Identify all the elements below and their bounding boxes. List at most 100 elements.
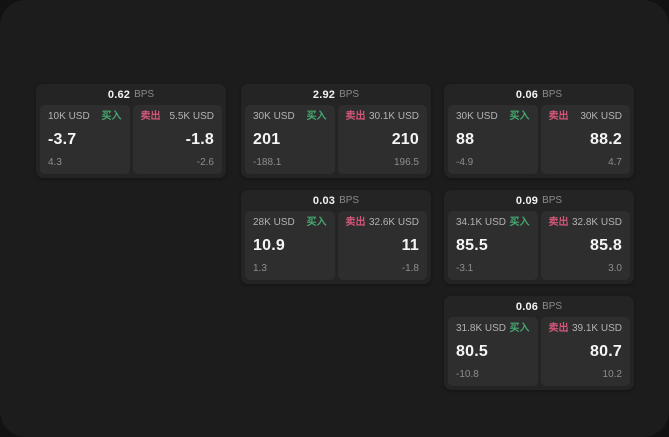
bps-value: 0.03 — [312, 194, 336, 207]
sell-price-value: 11 — [401, 237, 419, 254]
buy-meta-row: 28K USD 买入 — [253, 218, 327, 228]
sell-amount-label: 32.8K USD — [571, 217, 622, 228]
sell-price-value: -1.8 — [185, 131, 214, 148]
bps-unit-label: BPS — [542, 195, 563, 206]
buy-quote-tile[interactable]: 10K USD 买入 -3.7 4.3 — [40, 105, 130, 174]
sell-amount-label: 5.5K USD — [169, 111, 214, 122]
quote-card: 2.92 BPS 30K USD 买入 201 -188.1 卖出 30.1K … — [241, 84, 431, 178]
bps-unit-label: BPS — [134, 89, 155, 100]
buy-delta-value: 4.3 — [48, 157, 62, 168]
bps-unit-label: BPS — [542, 89, 563, 100]
sell-delta-value: 10.2 — [602, 369, 622, 380]
bps-unit-label: BPS — [542, 301, 563, 312]
sell-side-label: 卖出 — [548, 111, 569, 122]
bps-unit-label: BPS — [339, 195, 360, 206]
sell-amount-label: 30.1K USD — [368, 111, 419, 122]
buy-amount-label: 28K USD — [253, 217, 295, 228]
buy-side-label: 买入 — [101, 111, 122, 122]
quote-card-body: 30K USD 买入 201 -188.1 卖出 30.1K USD 210 1… — [241, 105, 431, 174]
buy-price-value: 85.5 — [456, 237, 488, 254]
quote-card: 0.06 BPS 30K USD 买入 88 -4.9 卖出 30K USD 8… — [444, 84, 634, 178]
sell-amount-label: 39.1K USD — [571, 323, 622, 334]
sell-quote-tile[interactable]: 卖出 30.1K USD 210 196.5 — [337, 105, 427, 174]
quote-card: 0.06 BPS 31.8K USD 买入 80.5 -10.8 卖出 39.1… — [444, 296, 634, 390]
sell-price-value: 80.7 — [590, 343, 622, 360]
bps-value: 2.92 — [312, 88, 336, 101]
bps-value: 0.06 — [515, 300, 539, 313]
sell-delta-value: -1.8 — [401, 263, 419, 274]
buy-amount-label: 34.1K USD — [456, 217, 507, 228]
buy-meta-row: 30K USD 买入 — [456, 112, 530, 122]
sell-delta-value: 4.7 — [608, 157, 622, 168]
buy-meta-row: 10K USD 买入 — [48, 112, 122, 122]
sell-delta-value: -2.6 — [196, 157, 214, 168]
quote-card: 0.03 BPS 28K USD 买入 10.9 1.3 卖出 32.6K US… — [241, 190, 431, 284]
buy-delta-value: -188.1 — [253, 157, 282, 168]
buy-side-label: 买入 — [509, 111, 530, 122]
bps-header: 0.03 BPS — [241, 190, 431, 211]
buy-quote-tile[interactable]: 34.1K USD 买入 85.5 -3.1 — [448, 211, 538, 280]
buy-quote-tile[interactable]: 30K USD 买入 88 -4.9 — [448, 105, 538, 174]
sell-quote-tile[interactable]: 卖出 32.8K USD 85.8 3.0 — [540, 211, 630, 280]
buy-side-label: 买入 — [306, 217, 327, 228]
buy-amount-label: 30K USD — [253, 111, 295, 122]
sell-price-value: 88.2 — [590, 131, 622, 148]
sell-side-label: 卖出 — [548, 323, 569, 334]
buy-meta-row: 34.1K USD 买入 — [456, 218, 530, 228]
sell-meta-row: 卖出 5.5K USD — [141, 112, 215, 122]
buy-delta-value: 1.3 — [253, 263, 267, 274]
buy-price-value: -3.7 — [48, 131, 77, 148]
buy-price-value: 88 — [456, 131, 475, 148]
sell-meta-row: 卖出 32.8K USD — [549, 218, 623, 228]
sell-side-label: 卖出 — [140, 111, 161, 122]
quote-card-body: 28K USD 买入 10.9 1.3 卖出 32.6K USD 11 -1.8 — [241, 211, 431, 280]
sell-delta-value: 3.0 — [608, 263, 622, 274]
sell-side-label: 卖出 — [548, 217, 569, 228]
buy-delta-value: -10.8 — [456, 369, 479, 380]
buy-delta-value: -3.1 — [456, 263, 474, 274]
sell-side-label: 卖出 — [345, 217, 366, 228]
sell-meta-row: 卖出 30.1K USD — [346, 112, 420, 122]
buy-amount-label: 10K USD — [48, 111, 90, 122]
bps-header: 0.06 BPS — [444, 84, 634, 105]
sell-price-value: 85.8 — [590, 237, 622, 254]
sell-quote-tile[interactable]: 卖出 39.1K USD 80.7 10.2 — [540, 317, 630, 386]
buy-side-label: 买入 — [306, 111, 327, 122]
bps-header: 0.09 BPS — [444, 190, 634, 211]
sell-amount-label: 32.6K USD — [368, 217, 419, 228]
quote-card: 0.62 BPS 10K USD 买入 -3.7 4.3 卖出 5.5K USD… — [36, 84, 226, 178]
sell-side-label: 卖出 — [345, 111, 366, 122]
buy-price-value: 201 — [253, 131, 281, 148]
sell-amount-label: 30K USD — [580, 111, 622, 122]
quote-card-body: 10K USD 买入 -3.7 4.3 卖出 5.5K USD -1.8 -2.… — [36, 105, 226, 174]
buy-delta-value: -4.9 — [456, 157, 474, 168]
quote-card-body: 30K USD 买入 88 -4.9 卖出 30K USD 88.2 4.7 — [444, 105, 634, 174]
bps-header: 2.92 BPS — [241, 84, 431, 105]
quote-card-body: 31.8K USD 买入 80.5 -10.8 卖出 39.1K USD 80.… — [444, 317, 634, 386]
sell-delta-value: 196.5 — [393, 157, 419, 168]
buy-price-value: 10.9 — [253, 237, 285, 254]
buy-side-label: 买入 — [509, 217, 530, 228]
sell-meta-row: 卖出 30K USD — [549, 112, 623, 122]
bps-header: 0.62 BPS — [36, 84, 226, 105]
sell-price-value: 210 — [391, 131, 419, 148]
buy-amount-label: 30K USD — [456, 111, 498, 122]
bps-value: 0.06 — [515, 88, 539, 101]
buy-amount-label: 31.8K USD — [456, 323, 507, 334]
buy-quote-tile[interactable]: 30K USD 买入 201 -188.1 — [245, 105, 335, 174]
buy-quote-tile[interactable]: 31.8K USD 买入 80.5 -10.8 — [448, 317, 538, 386]
bps-value: 0.09 — [515, 194, 539, 207]
buy-quote-tile[interactable]: 28K USD 买入 10.9 1.3 — [245, 211, 335, 280]
sell-quote-tile[interactable]: 卖出 32.6K USD 11 -1.8 — [337, 211, 427, 280]
buy-side-label: 买入 — [509, 323, 530, 334]
buy-meta-row: 31.8K USD 买入 — [456, 324, 530, 334]
bps-header: 0.06 BPS — [444, 296, 634, 317]
sell-quote-tile[interactable]: 卖出 30K USD 88.2 4.7 — [540, 105, 630, 174]
quote-card-body: 34.1K USD 买入 85.5 -3.1 卖出 32.8K USD 85.8… — [444, 211, 634, 280]
sell-meta-row: 卖出 32.6K USD — [346, 218, 420, 228]
bps-value: 0.62 — [107, 88, 131, 101]
sell-quote-tile[interactable]: 卖出 5.5K USD -1.8 -2.6 — [132, 105, 222, 174]
buy-price-value: 80.5 — [456, 343, 488, 360]
buy-meta-row: 30K USD 买入 — [253, 112, 327, 122]
